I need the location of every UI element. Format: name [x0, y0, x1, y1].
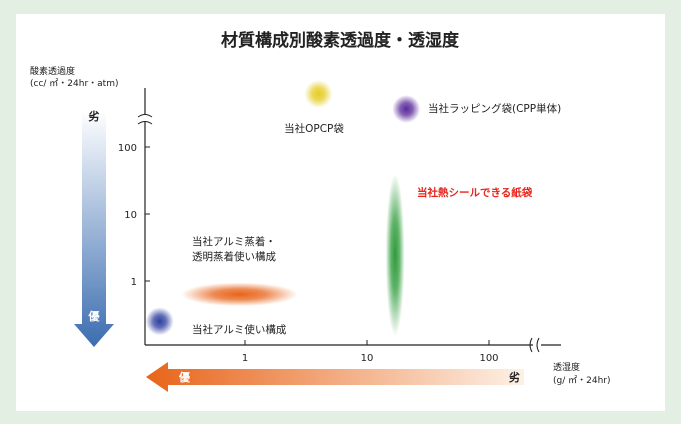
y-direction-arrow [74, 110, 114, 347]
y-axis-break [137, 114, 153, 125]
y-tick-label: 100 [118, 143, 137, 154]
x-arrow-worse-label: 劣 [509, 370, 520, 384]
x-arrow-better-label: 優 [178, 370, 191, 384]
chart-panel: 材質構成別酸素透過度・透湿度酸素透過度 (cc/ ㎡・24hr・atm) 透湿度 (g… [16, 14, 665, 411]
point-label: 当社ラッピング袋(CPP単体) [428, 102, 561, 115]
data-point [145, 307, 174, 336]
x-direction-arrow [146, 362, 524, 392]
x-tick-label: 1 [242, 353, 248, 364]
x-tick-label: 10 [361, 353, 374, 364]
x-axis-unit: (g/ ㎡・24hr) [553, 375, 611, 386]
point-label-line: 透明蒸着使い構成 [192, 250, 276, 263]
point-label: 当社熱シールできる紙袋 [417, 186, 533, 199]
y-arrow-worse-label: 劣 [89, 109, 100, 123]
data-point [181, 282, 298, 307]
point-label: 当社OPCP袋 [284, 122, 344, 135]
chart-title: 材質構成別酸素透過度・透湿度 [221, 30, 460, 51]
x-tick-label: 100 [479, 353, 498, 364]
point-label-line: 当社アルミ蒸着・ [192, 235, 276, 248]
y-tick-label: 10 [124, 210, 137, 221]
data-point [385, 173, 405, 337]
y-arrow-better-label: 優 [88, 309, 101, 323]
x-axis-break [529, 337, 540, 353]
data-point [392, 95, 421, 123]
y-axis-unit: (cc/ ㎡・24hr・atm) [30, 78, 118, 89]
y-tick-label: 1 [131, 277, 137, 288]
data-point [304, 80, 333, 108]
x-axis-label: 透湿度 [553, 361, 580, 373]
y-axis-label: 酸素透過度 [30, 65, 75, 77]
point-label: 当社アルミ使い構成 [192, 323, 287, 336]
